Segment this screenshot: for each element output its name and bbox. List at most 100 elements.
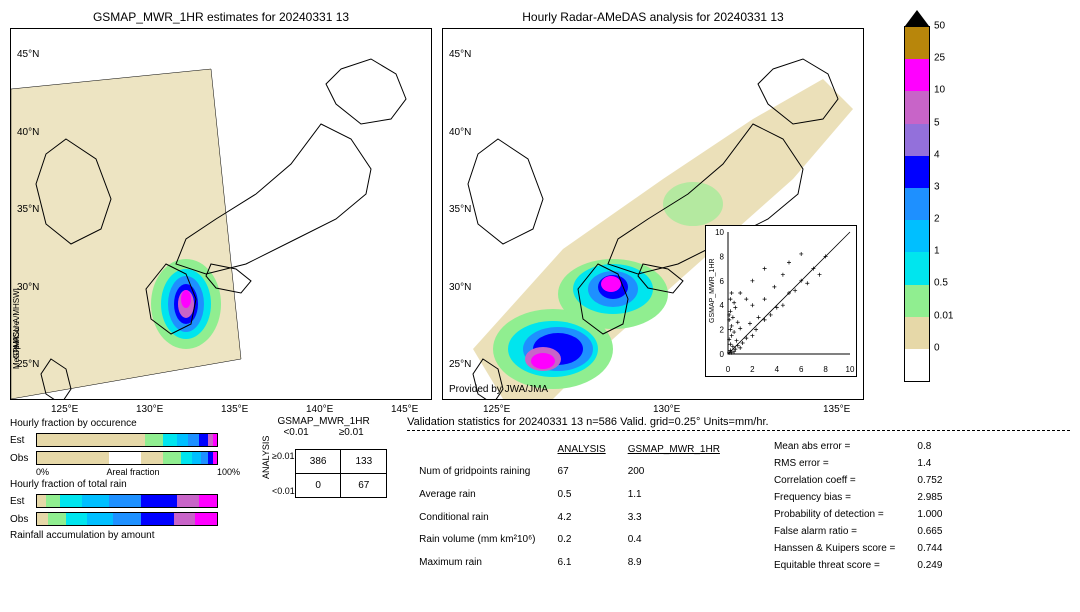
lon-tick: 130°E xyxy=(653,404,680,415)
colorbar-container: 502510543210.50.010 xyxy=(904,10,930,400)
colorbar-seg xyxy=(905,59,929,91)
occ-obs-bar xyxy=(36,451,218,465)
colorbar-label: 4 xyxy=(934,149,940,160)
val-label: Average rain xyxy=(409,484,545,505)
svg-text:AMSU-A/MHSWI: AMSU-A/MHSWI xyxy=(12,288,21,349)
val-label: Rain volume (mm km²10⁶) xyxy=(409,530,545,551)
lat-tick: 30°N xyxy=(17,282,39,293)
lat-tick: 35°N xyxy=(17,204,39,215)
frac-seg xyxy=(48,513,66,525)
frac-seg xyxy=(177,495,199,507)
colorbar-seg xyxy=(905,27,929,59)
svg-text:0: 0 xyxy=(726,365,731,374)
frac-seg xyxy=(113,513,142,525)
ct-col1: <0.01 xyxy=(283,427,308,438)
svg-text:GSMAP_MWR_1HR: GSMAP_MWR_1HR xyxy=(709,258,716,323)
svg-text:4: 4 xyxy=(775,365,780,374)
bottom-row: Hourly fraction by occurence Est Obs 0% … xyxy=(10,416,1070,575)
ct-row1: ≥0.01 xyxy=(272,451,295,461)
colorbar-seg xyxy=(905,188,929,220)
frac-seg xyxy=(46,495,60,507)
map2-title: Hourly Radar-AMeDAS analysis for 2024033… xyxy=(442,10,864,24)
map-svg: MetOp-AGPM-CoreAMSU-A/MHSWI xyxy=(11,29,431,399)
val-g: 1.1 xyxy=(618,484,730,505)
frac-seg xyxy=(37,434,145,446)
val-g: 3.3 xyxy=(618,507,730,528)
frac-seg xyxy=(199,434,208,446)
head-analysis: ANALYSIS xyxy=(548,439,616,460)
colorbar-seg xyxy=(905,124,929,156)
frac-seg xyxy=(192,452,201,464)
validation-block: Validation statistics for 20240331 13 n=… xyxy=(407,416,1070,575)
stat-val: 0.665 xyxy=(907,524,952,539)
lon-tick: 130°E xyxy=(136,404,163,415)
frac-seg xyxy=(163,434,177,446)
colorbar-label: 0 xyxy=(934,342,940,353)
frac-seg xyxy=(141,513,173,525)
provided-label: Provided by JWA/JMA xyxy=(449,384,548,395)
lat-tick: 25°N xyxy=(449,359,471,370)
est-label2: Est xyxy=(10,496,32,507)
svg-text:8: 8 xyxy=(720,252,725,261)
frac-seg xyxy=(109,452,141,464)
stat-label: False alarm ratio = xyxy=(764,524,905,539)
map1-box: MetOp-AGPM-CoreAMSU-A/MHSWI45°N40°N35°N3… xyxy=(10,28,432,400)
obs-label2: Obs xyxy=(10,514,32,525)
lat-tick: 45°N xyxy=(449,49,471,60)
occ-est-bar xyxy=(36,433,218,447)
stat-val: 0.8 xyxy=(907,439,952,454)
frac-seg xyxy=(213,452,217,464)
svg-text:6: 6 xyxy=(720,277,725,286)
stat-label: Correlation coeff = xyxy=(764,473,905,488)
colorbar-label: 3 xyxy=(934,181,940,192)
svg-text:6: 6 xyxy=(799,365,804,374)
stat-label: Frequency bias = xyxy=(764,490,905,505)
validation-table: ANALYSISGSMAP_MWR_1HRNum of gridpoints r… xyxy=(407,437,732,575)
colorbar-seg xyxy=(905,285,929,317)
axis-mid: Areal fraction xyxy=(106,467,159,477)
frac-seg xyxy=(141,495,177,507)
colorbar-seg xyxy=(905,252,929,284)
colorbar-label: 2 xyxy=(934,214,940,225)
lon-tick: 135°E xyxy=(823,404,850,415)
frac-seg xyxy=(181,452,192,464)
stat-val: 1.000 xyxy=(907,507,952,522)
frac-seg xyxy=(163,452,181,464)
stat-label: Mean abs error = xyxy=(764,439,905,454)
val-g: 8.9 xyxy=(618,552,730,573)
val-a: 4.2 xyxy=(548,507,616,528)
accum-title: Rainfall accumulation by amount xyxy=(10,530,240,541)
lon-tick: 140°E xyxy=(306,404,333,415)
stat-val: 0.249 xyxy=(907,558,952,573)
ct-10: 0 xyxy=(295,473,341,497)
contingency-table: 386133 067 xyxy=(295,449,387,498)
colorbar-label: 0.01 xyxy=(934,310,953,321)
map-panel-gsmap: GSMAP_MWR_1HR estimates for 20240331 13 … xyxy=(10,10,432,400)
colorbar-seg xyxy=(905,156,929,188)
stat-label: Probability of detection = xyxy=(764,507,905,522)
fractions-block: Hourly fraction by occurence Est Obs 0% … xyxy=(10,416,240,575)
frac-seg xyxy=(213,434,217,446)
ct-11: 67 xyxy=(341,473,387,497)
frac-seg xyxy=(60,495,82,507)
map-panel-radar: Hourly Radar-AMeDAS analysis for 2024033… xyxy=(442,10,864,400)
frac-seg xyxy=(37,495,46,507)
map2-box: Provided by JWA/JMA 00224466881010GSMAP_… xyxy=(442,28,864,400)
stat-val: 0.744 xyxy=(907,541,952,556)
totalrain-title: Hourly fraction of total rain xyxy=(10,479,240,490)
val-a: 0.2 xyxy=(548,530,616,551)
lon-tick: 145°E xyxy=(391,404,418,415)
ct-col2: ≥0.01 xyxy=(339,427,364,438)
ctable-title: GSMAP_MWR_1HR xyxy=(260,416,387,427)
stat-val: 0.752 xyxy=(907,473,952,488)
frac-seg xyxy=(174,513,196,525)
lat-tick: 40°N xyxy=(449,127,471,138)
ct-01: 133 xyxy=(341,449,387,473)
top-row: GSMAP_MWR_1HR estimates for 20240331 13 … xyxy=(10,10,1070,400)
tot-est-bar xyxy=(36,494,218,508)
frac-seg xyxy=(201,452,208,464)
val-label: Maximum rain xyxy=(409,552,545,573)
scatter-svg: 00224466881010GSMAP_MWR_1HR xyxy=(706,226,856,376)
colorbar-seg xyxy=(905,220,929,252)
ct-row2: <0.01 xyxy=(272,486,295,496)
